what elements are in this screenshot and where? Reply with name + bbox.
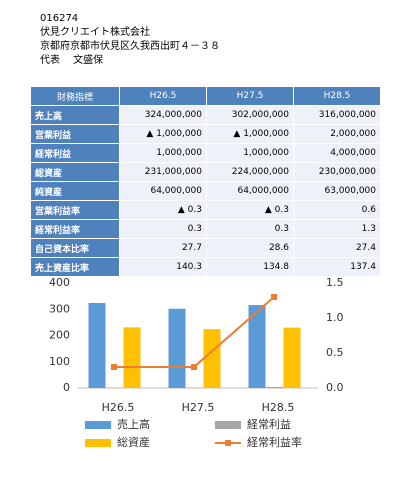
column-header: H27.5	[206, 86, 294, 106]
x-tick-label: H28.5	[262, 401, 295, 414]
cell: ▲ 1,000,000	[206, 124, 294, 144]
y-tick-label: 0	[63, 381, 70, 394]
cell: 27.7	[119, 238, 207, 258]
column-header: H26.5	[119, 86, 207, 106]
cell: 1.3	[293, 219, 381, 239]
table-row: 経常利益率 0.3 0.3 1.3	[30, 219, 381, 239]
row-label: 営業利益率	[30, 200, 120, 220]
y-tick-label: 100	[49, 355, 70, 368]
y-tick-label: 200	[49, 329, 70, 342]
y-tick-label: 400	[49, 276, 70, 289]
cell: 28.6	[206, 238, 294, 258]
cell: 27.4	[293, 238, 381, 258]
line-marker	[271, 294, 277, 300]
table-row: 売上資産比率 140.3 134.8 137.4	[30, 257, 381, 277]
cell: 230,000,000	[293, 162, 381, 182]
legend-label: 経常利益率	[247, 435, 302, 449]
representative: 代表 文盛保	[40, 55, 104, 66]
table-row: 営業利益率 ▲ 0.3 ▲ 0.3 0.6	[30, 200, 381, 220]
cell: 2,000,000	[293, 124, 381, 144]
row-label: 経常利益	[30, 143, 120, 163]
row-label: 売上高	[30, 105, 120, 125]
cell: 63,000,000	[293, 181, 381, 201]
cell: 231,000,000	[119, 162, 207, 182]
y2-tick-label: 0.0	[326, 381, 344, 394]
chart: 0 100 200 300 400 0.0 0.5 1.0 1.5 H26.5 H27.5 H28.5…	[49, 276, 344, 449]
bar	[203, 329, 221, 388]
x-tick-label: H26.5	[102, 401, 135, 414]
cell: ▲ 1,000,000	[119, 124, 207, 144]
line-marker	[191, 364, 197, 370]
cell: 316,000,000	[293, 105, 381, 125]
y-tick-label: 300	[49, 302, 70, 315]
bar	[266, 386, 283, 388]
header-row: 財務指標 H26.5 H27.5 H28.5	[30, 86, 381, 106]
row-label: 経常利益率	[30, 219, 120, 239]
cell: 64,000,000	[119, 181, 207, 201]
legend-label: 売上高	[117, 417, 150, 431]
table-row: 経常利益 1,000,000 1,000,000 4,000,000	[30, 143, 381, 163]
cell: 134.8	[206, 257, 294, 277]
bar	[123, 327, 141, 388]
column-header: H28.5	[293, 86, 381, 106]
legend-label: 総資産	[117, 435, 150, 449]
table-row: 売上高 324,000,000 302,000,000 316,000,000	[30, 105, 381, 125]
cell: 1,000,000	[119, 143, 207, 163]
row-label: 純資産	[30, 181, 120, 201]
cell: 1,000,000	[206, 143, 294, 163]
header: 016274 伏見クリエイト株式会社 京都府京都市伏見区久我西出町４－３８ 代表…	[40, 12, 220, 68]
cell: 302,000,000	[206, 105, 294, 125]
table-row: 営業利益 ▲ 1,000,000 ▲ 1,000,000 2,000,000	[30, 124, 381, 144]
row-label: 売上資産比率	[30, 257, 120, 277]
bar	[248, 305, 266, 388]
cell: 0.3	[206, 219, 294, 239]
cell: 0.6	[293, 200, 381, 220]
table-row: 総資産 231,000,000 224,000,000 230,000,000	[30, 162, 381, 182]
legend-label: 経常利益	[247, 417, 291, 431]
cell: 137.4	[293, 257, 381, 277]
cell: 324,000,000	[119, 105, 207, 125]
y2-tick-label: 1.0	[326, 311, 344, 324]
legend-swatch	[215, 421, 241, 429]
table-row: 純資産 64,000,000 64,000,000 63,000,000	[30, 181, 381, 201]
financial-table: 財務指標 H26.5 H27.5 H28.5 売上高 324,000,000 302,000…	[30, 86, 381, 277]
column-header: 財務指標	[30, 86, 120, 106]
code: 016274	[40, 13, 79, 24]
bar	[283, 327, 301, 388]
cell: 224,000,000	[206, 162, 294, 182]
cell: 4,000,000	[293, 143, 381, 163]
legend-swatch	[85, 421, 111, 429]
bar	[168, 308, 186, 388]
cell: 140.3	[119, 257, 207, 277]
row-label: 総資産	[30, 162, 120, 182]
legend-swatch	[85, 439, 111, 447]
x-tick-label: H27.5	[182, 401, 215, 414]
cell: ▲ 0.3	[119, 200, 207, 220]
bar	[88, 302, 106, 388]
table-row: 自己資本比率 27.7 28.6 27.4	[30, 238, 381, 258]
cell: 0.3	[119, 219, 207, 239]
y2-tick-label: 1.5	[326, 276, 344, 289]
company: 伏見クリエイト株式会社	[40, 27, 150, 38]
cell: 64,000,000	[206, 181, 294, 201]
row-label: 営業利益	[30, 124, 120, 144]
y2-tick-label: 0.5	[326, 346, 344, 359]
address: 京都府京都市伏見区久我西出町４－３８	[40, 41, 220, 52]
row-label: 自己資本比率	[30, 238, 120, 258]
legend-swatch	[225, 440, 231, 446]
cell: ▲ 0.3	[206, 200, 294, 220]
line-marker	[111, 364, 117, 370]
